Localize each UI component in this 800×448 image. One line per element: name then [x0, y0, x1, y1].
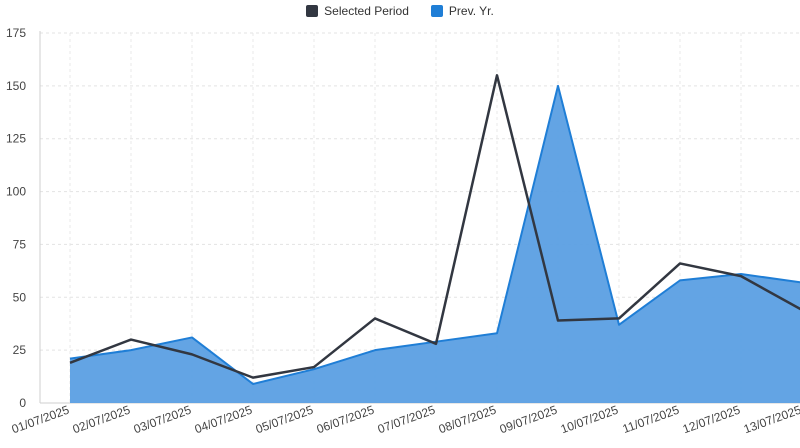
x-tick-label: 10/07/2025 [559, 403, 621, 437]
data-point-selected-period[interactable] [128, 337, 134, 343]
x-tick-label: 02/07/2025 [71, 403, 133, 437]
data-point-selected-period[interactable] [311, 364, 317, 370]
legend-swatch-prev-yr [430, 5, 443, 17]
x-tick-label: 09/07/2025 [498, 403, 560, 437]
area-fill-prev-yr [70, 85, 800, 403]
data-point-selected-period[interactable] [433, 341, 439, 347]
data-point-prev-yr[interactable] [372, 347, 378, 353]
data-point-selected-period[interactable] [494, 72, 500, 78]
data-point-selected-period[interactable] [372, 315, 378, 321]
data-point-selected-period[interactable] [250, 375, 256, 381]
legend: Selected Period Prev. Yr. [0, 4, 800, 18]
y-tick-label: 50 [13, 290, 27, 304]
x-tick-label: 06/07/2025 [315, 403, 377, 437]
data-point-selected-period[interactable] [67, 360, 73, 366]
data-point-prev-yr[interactable] [189, 334, 195, 340]
data-point-prev-yr[interactable] [128, 347, 134, 353]
y-tick-label: 75 [13, 237, 27, 251]
data-point-prev-yr[interactable] [677, 277, 683, 283]
data-point-prev-yr[interactable] [616, 322, 622, 328]
legend-item-prev-yr[interactable]: Prev. Yr. [430, 4, 494, 18]
y-tick-label: 175 [6, 26, 26, 40]
legend-swatch-selected-period [306, 5, 319, 17]
x-tick-label: 05/07/2025 [254, 403, 316, 437]
x-tick-label: 03/07/2025 [132, 403, 194, 437]
data-point-selected-period[interactable] [616, 315, 622, 321]
x-tick-label: 11/07/2025 [621, 403, 682, 437]
y-tick-label: 150 [6, 79, 26, 93]
legend-label-prev-yr: Prev. Yr. [448, 4, 494, 18]
data-point-prev-yr[interactable] [250, 381, 256, 387]
data-point-prev-yr[interactable] [494, 330, 500, 336]
legend-label-selected-period: Selected Period [324, 4, 409, 18]
data-point-selected-period[interactable] [189, 351, 195, 357]
x-tick-label: 13/07/2025 [742, 403, 800, 437]
data-point-selected-period[interactable] [738, 273, 744, 279]
x-tick-label: 08/07/2025 [437, 403, 499, 437]
data-point-prev-yr[interactable] [555, 83, 561, 89]
x-tick-label: 12/07/2025 [681, 403, 743, 437]
x-tick-label: 07/07/2025 [376, 403, 438, 437]
data-point-selected-period[interactable] [555, 318, 561, 324]
legend-item-selected-period[interactable]: Selected Period [306, 4, 409, 18]
data-point-selected-period[interactable] [677, 260, 683, 266]
x-tick-label: 04/07/2025 [193, 403, 255, 437]
y-tick-label: 100 [6, 185, 26, 199]
y-tick-label: 0 [19, 396, 26, 410]
y-tick-label: 125 [6, 132, 26, 146]
series-line-selected-period [69, 74, 800, 379]
y-tick-label: 25 [13, 343, 27, 357]
